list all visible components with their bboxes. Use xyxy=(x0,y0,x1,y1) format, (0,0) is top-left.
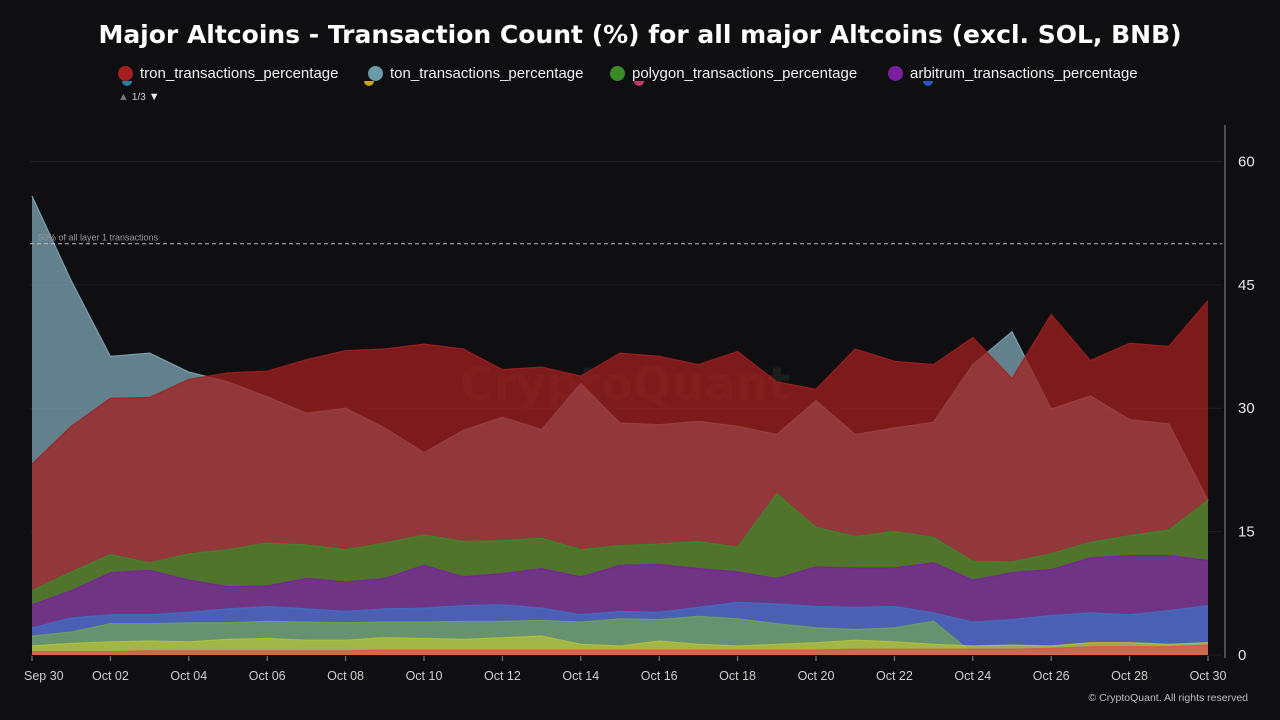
line-tron-1 xyxy=(31,300,1209,465)
x-tick-label: Oct 22 xyxy=(876,669,913,683)
x-tick-label: Oct 20 xyxy=(798,669,835,683)
x-tick-label: Oct 02 xyxy=(92,669,129,683)
legend-label-tron: tron_transactions_percentage xyxy=(140,64,339,82)
legend-label-polygon: polygon_transactions_percentage xyxy=(632,64,858,82)
line-series-4 xyxy=(31,601,1209,629)
x-tick-label: Sep 30 xyxy=(24,669,64,683)
legend-next-swatch-1 xyxy=(122,81,132,86)
x-tick-label: Oct 18 xyxy=(719,669,756,683)
legend-swatch-arbitrum xyxy=(888,65,903,81)
x-tick-label: Oct 06 xyxy=(249,669,286,683)
pager-text: 1/3 xyxy=(131,91,146,103)
x-tick-label: Oct 10 xyxy=(406,669,443,683)
y-tick-label: 0 xyxy=(1238,647,1246,664)
legend-label-ton: ton_transactions_percentage xyxy=(390,64,584,82)
reference-line-label: 50% of all layer 1 transactions xyxy=(38,233,159,243)
x-tick-label: Oct 26 xyxy=(1033,669,1070,683)
y-tick-label: 45 xyxy=(1238,277,1255,294)
legend: tron_transactions_percentage ton_transac… xyxy=(118,60,1218,106)
pager-down-icon[interactable]: ▼ xyxy=(148,91,160,103)
y-tick-label: 60 xyxy=(1238,153,1255,170)
line-arbitrum-3 xyxy=(31,554,1209,606)
y-tick-label: 15 xyxy=(1238,524,1255,541)
legend-next-swatch-2 xyxy=(364,81,374,86)
x-tick-label: Oct 28 xyxy=(1111,669,1148,683)
area-series-7 xyxy=(32,645,1208,655)
x-tick-label: Oct 24 xyxy=(954,669,991,683)
legend-swatch-polygon xyxy=(610,65,625,81)
y-tick-label: 30 xyxy=(1238,400,1255,417)
x-tick-label: Oct 04 xyxy=(170,669,207,683)
x-tick-label: Oct 16 xyxy=(641,669,678,683)
line-series-6 xyxy=(31,635,1209,647)
legend-next-swatch-4 xyxy=(923,81,933,86)
legend-swatch-tron xyxy=(118,65,133,81)
line-polygon-2 xyxy=(31,492,1209,592)
x-tick-label: Oct 08 xyxy=(327,669,364,683)
pager-up-icon[interactable]: ▲ xyxy=(118,91,129,103)
legend-item-ton[interactable]: ton_transactions_percentage xyxy=(368,62,583,84)
legend-label-arbitrum: arbitrum_transactions_percentage xyxy=(910,64,1138,82)
x-tick-label: Oct 14 xyxy=(562,669,599,683)
legend-swatch-ton xyxy=(368,65,383,81)
legend-item-polygon[interactable]: polygon_transactions_percentage xyxy=(610,62,857,84)
legend-item-tron[interactable]: tron_transactions_percentage xyxy=(118,62,338,84)
copyright-credit: © CryptoQuant. All rights reserved xyxy=(1088,692,1248,704)
chart-title: Major Altcoins - Transaction Count (%) f… xyxy=(98,20,1182,49)
legend-next-swatch-3 xyxy=(634,81,644,86)
legend-item-arbitrum[interactable]: arbitrum_transactions_percentage xyxy=(888,62,1138,84)
line-series-7 xyxy=(32,644,1209,653)
x-tick-label: Oct 12 xyxy=(484,669,521,683)
legend-pager: ▲ 1/3 ▼ xyxy=(118,91,160,103)
x-tick-label: Oct 30 xyxy=(1190,669,1227,683)
